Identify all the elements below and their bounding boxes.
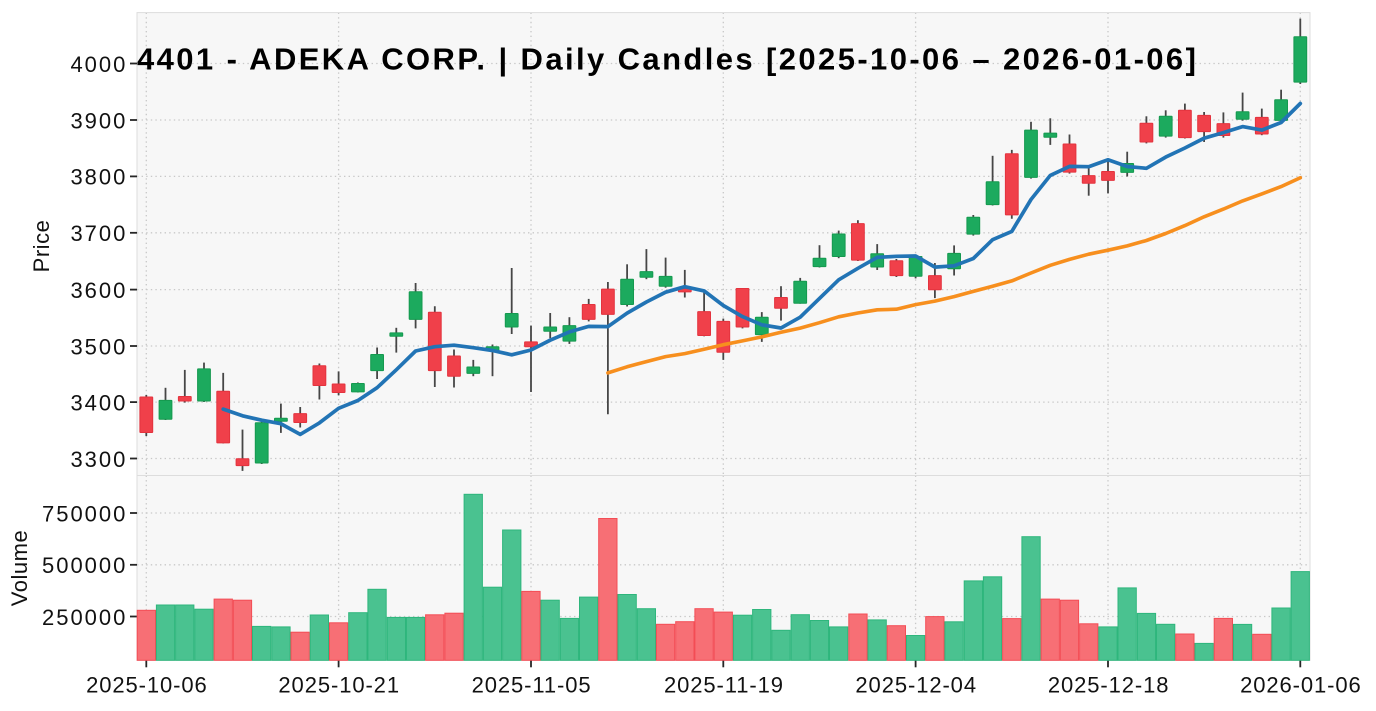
svg-text:250000: 250000	[42, 605, 127, 630]
svg-text:4401 - ADEKA CORP. | Daily Can: 4401 - ADEKA CORP. | Daily Candles [2025…	[137, 42, 1198, 77]
svg-text:3600: 3600	[70, 278, 127, 303]
svg-text:2025-12-04: 2025-12-04	[855, 672, 977, 697]
svg-text:2025-10-21: 2025-10-21	[278, 672, 400, 697]
svg-text:2025-12-18: 2025-12-18	[1048, 672, 1170, 697]
svg-text:Price: Price	[29, 220, 54, 273]
svg-text:2026-01-06: 2026-01-06	[1240, 672, 1362, 697]
svg-text:4000: 4000	[70, 52, 127, 77]
svg-text:2025-11-05: 2025-11-05	[472, 672, 592, 697]
svg-text:3300: 3300	[70, 447, 127, 472]
svg-text:Volume: Volume	[7, 530, 32, 606]
svg-text:3700: 3700	[70, 221, 127, 246]
svg-text:750000: 750000	[42, 501, 127, 526]
svg-text:3900: 3900	[70, 108, 127, 133]
svg-text:3800: 3800	[70, 165, 127, 190]
svg-text:2025-11-19: 2025-11-19	[664, 672, 784, 697]
svg-text:3400: 3400	[70, 390, 127, 415]
svg-text:500000: 500000	[42, 553, 127, 578]
svg-text:2025-10-06: 2025-10-06	[86, 672, 208, 697]
svg-text:3500: 3500	[70, 334, 127, 359]
